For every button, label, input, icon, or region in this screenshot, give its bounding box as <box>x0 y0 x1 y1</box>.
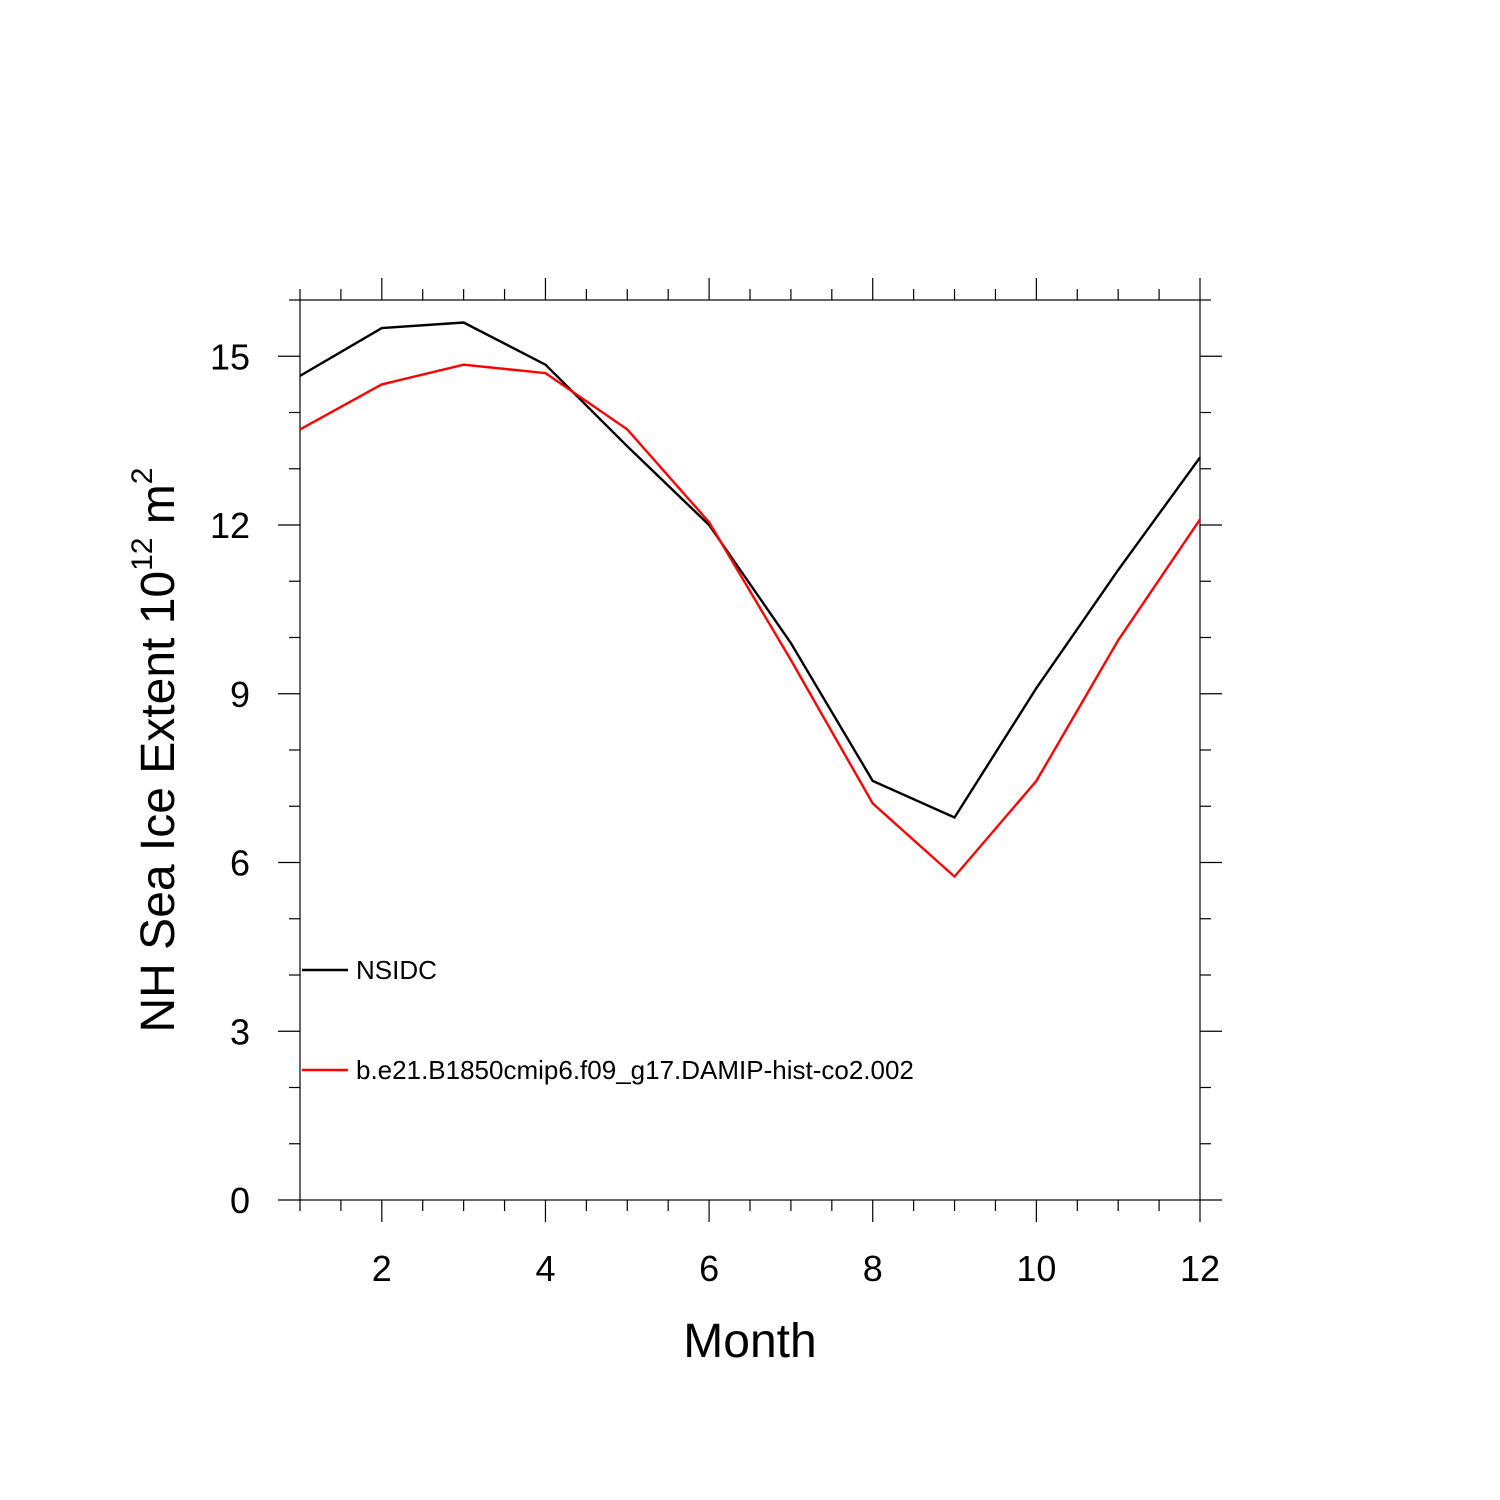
series-group <box>299 321 1201 879</box>
series-line-nsidc <box>299 321 1201 820</box>
y-axis-title: NH Sea Ice Extent 1012 m2 <box>126 468 185 1033</box>
legend-label: NSIDC <box>356 955 437 985</box>
y-axis-title-exponent: 12 <box>126 538 159 571</box>
y-tick-label: 6 <box>230 843 250 884</box>
x-tick-label: 10 <box>1016 1248 1056 1289</box>
y-tick-label: 12 <box>210 505 250 546</box>
y-tick-label: 3 <box>230 1011 250 1052</box>
legend-label: b.e21.B1850cmip6.f09_g17.DAMIP-hist-co2.… <box>356 1055 914 1085</box>
x-tick-label: 4 <box>535 1248 555 1289</box>
x-axis-title: Month <box>683 1315 816 1368</box>
axes: 2 4 6 8 10 12 0 3 6 9 12 15 <box>210 278 1222 1289</box>
x-tick-label: 6 <box>699 1248 719 1289</box>
y-axis-title-base: NH Sea Ice Extent 10 <box>132 571 185 1033</box>
x-tick-label: 2 <box>372 1248 392 1289</box>
legend: NSIDC b.e21.B1850cmip6.f09_g17.DAMIP-hist… <box>302 955 914 1085</box>
y-axis-title-unit-exponent: 2 <box>126 468 159 485</box>
x-tick-label: 8 <box>863 1248 883 1289</box>
y-tick-label: 15 <box>210 336 250 377</box>
y-axis-title-unit: m <box>132 484 185 537</box>
series-line-model <box>299 363 1201 879</box>
x-tick-label: 12 <box>1180 1248 1220 1289</box>
y-tick-label: 9 <box>230 674 250 715</box>
y-tick-label: 0 <box>230 1180 250 1221</box>
